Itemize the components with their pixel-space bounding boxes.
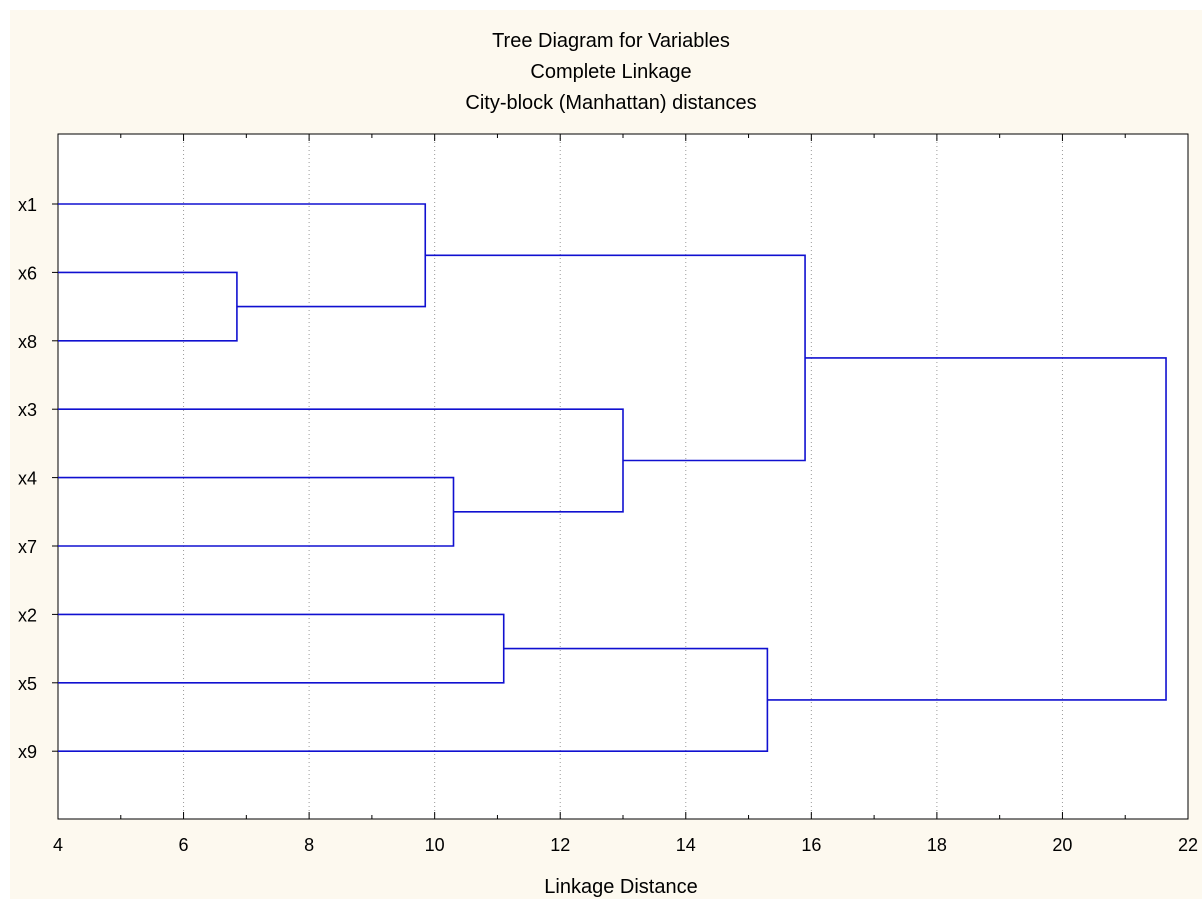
chart-title: Tree Diagram for Variables (492, 30, 730, 52)
leaf-label-x4: x4 (18, 469, 37, 489)
x-tick-label-10: 10 (425, 835, 445, 855)
leaf-label-x9: x9 (18, 742, 37, 762)
x-tick-label-12: 12 (550, 835, 570, 855)
x-tick-label-22: 22 (1178, 835, 1198, 855)
leaf-label-x1: x1 (18, 195, 37, 215)
leaf-label-x6: x6 (18, 263, 37, 283)
x-axis-label: Linkage Distance (544, 876, 697, 898)
axis-ticks (52, 134, 1189, 819)
x-tick-label-16: 16 (801, 835, 821, 855)
x-tick-label-20: 20 (1052, 835, 1072, 855)
leaf-label-x2: x2 (18, 605, 37, 625)
x-tick-label-14: 14 (676, 835, 696, 855)
chart-subtitle-distance: City-block (Manhattan) distances (465, 92, 756, 114)
x-tick-label-18: 18 (927, 835, 947, 855)
leaf-label-x5: x5 (18, 674, 37, 694)
x-tick-label-4: 4 (53, 835, 63, 855)
x-tick-label-8: 8 (304, 835, 314, 855)
merge-link-8 (767, 357, 1167, 701)
dendrogram-tree (58, 203, 1167, 752)
merge-link-4 (58, 613, 505, 684)
axis-labels: 4 6 8 10 12 14 16 18 20 22 x1 x6 x8 x3 x4 x7 x2 x5 x9 (18, 195, 1198, 855)
x-tick-label-6: 6 (179, 835, 189, 855)
leaf-label-x7: x7 (18, 537, 37, 557)
leaf-label-x8: x8 (18, 332, 37, 352)
chart-subtitle-linkage: Complete Linkage (530, 61, 691, 83)
leaf-label-x3: x3 (18, 400, 37, 420)
